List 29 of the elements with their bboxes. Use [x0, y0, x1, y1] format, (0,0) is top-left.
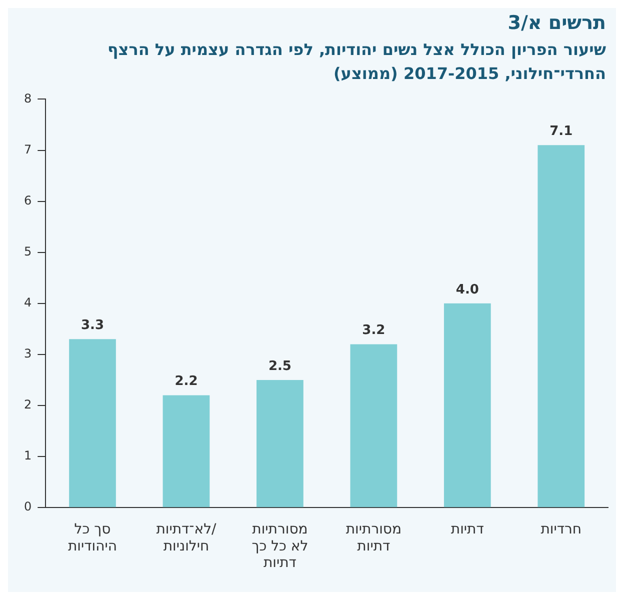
y-tick-label: 0	[24, 500, 32, 514]
y-tick-label: 3	[24, 346, 32, 361]
x-tick-label: מסורתיות לא כל כך דתיות	[252, 522, 308, 572]
x-tick-label: סך כל היהודיות	[68, 522, 118, 554]
data-label: 3.3	[80, 318, 104, 334]
bar	[444, 303, 491, 508]
y-tick-label: 4	[24, 296, 32, 310]
y-tick-label: 5	[24, 244, 32, 258]
data-label: 3.2	[362, 323, 386, 338]
y-tick-label: 1	[24, 448, 32, 463]
x-tick-label: מסורתיות דתיות	[346, 522, 402, 554]
bar	[256, 380, 304, 508]
y-tick-label: 6	[24, 193, 32, 208]
data-label: 2.2	[174, 374, 198, 390]
data-label: 7.1	[550, 124, 573, 140]
chart-title: תרשים א/3	[506, 12, 606, 34]
x-tick-label: דתיות	[450, 522, 484, 538]
x-tick-label: חרדיות	[540, 522, 582, 538]
y-tick-label: 8	[24, 91, 32, 106]
data-label: 4.0	[456, 282, 479, 298]
chart-subtitle: שיעור הפריון הכולל אצל נשים יהודיות, לפי הגדרה עצמית על הרצף החרדי־חילוני, 2017-2015 (ממוצע)	[106, 39, 606, 85]
y-tick-label: 7	[24, 142, 32, 156]
y-tick-label: 2	[24, 398, 32, 412]
x-tick-label: לא־דתיות/ חילוניות	[156, 522, 217, 554]
bar	[538, 145, 585, 508]
bar	[162, 395, 210, 508]
bar	[350, 344, 398, 508]
bar	[69, 339, 116, 508]
data-label: 2.5	[268, 358, 292, 374]
